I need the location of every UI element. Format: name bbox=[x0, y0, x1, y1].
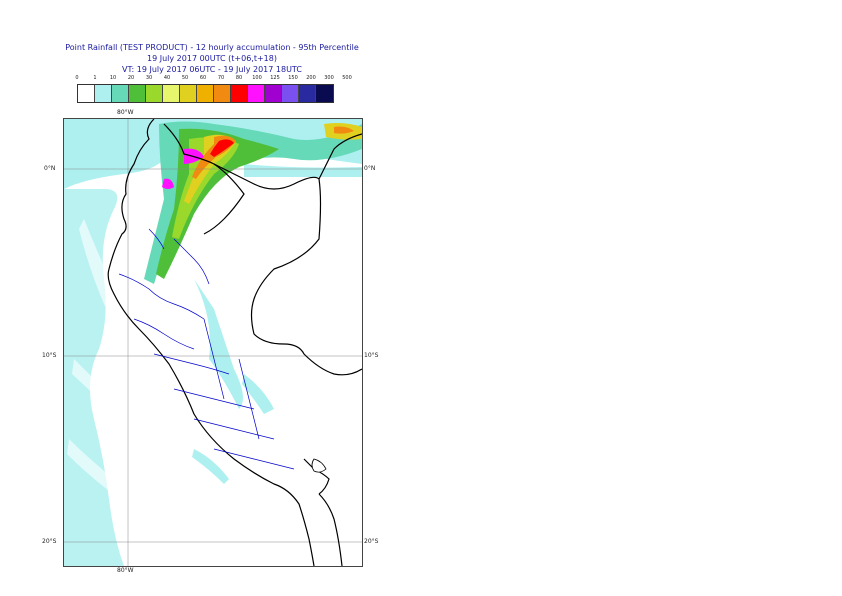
lat-label-0-left: 0°N bbox=[44, 165, 56, 172]
legend-swatch bbox=[180, 85, 197, 102]
legend-threshold-label: 125 bbox=[270, 75, 280, 81]
legend-swatch bbox=[299, 85, 316, 102]
legend-swatch bbox=[316, 85, 333, 102]
legend-swatch bbox=[95, 85, 112, 102]
legend-swatch bbox=[129, 85, 146, 102]
map-panel bbox=[63, 118, 363, 567]
legend-threshold-label: 30 bbox=[145, 75, 153, 81]
legend-threshold-label: 40 bbox=[163, 75, 171, 81]
legend-swatch bbox=[146, 85, 163, 102]
legend-threshold-label: 100 bbox=[252, 75, 262, 81]
legend-swatch bbox=[248, 85, 265, 102]
legend-threshold-label: 50 bbox=[181, 75, 189, 81]
country-borders bbox=[107, 119, 362, 566]
legend-swatch bbox=[214, 85, 231, 102]
chart-title-line1: Point Rainfall (TEST PRODUCT) - 12 hourl… bbox=[65, 43, 359, 52]
legend-swatch bbox=[197, 85, 214, 102]
regional-borders bbox=[118, 228, 295, 470]
legend-threshold-label: 0 bbox=[75, 75, 79, 81]
chart-title-line3: VT: 19 July 2017 06UTC - 19 July 2017 18… bbox=[122, 65, 302, 74]
legend-swatch bbox=[112, 85, 129, 102]
legend-swatch bbox=[231, 85, 248, 102]
legend-color-bar bbox=[77, 84, 334, 103]
heavy-rainfall-band bbox=[144, 121, 362, 284]
legend-threshold-label: 60 bbox=[199, 75, 207, 81]
legend-swatch bbox=[78, 85, 95, 102]
lon-label-top: 80°W bbox=[117, 109, 134, 116]
lat-label-10-right: 10°S bbox=[364, 352, 379, 359]
chart-title-line2: 19 July 2017 00UTC (t+06,t+18) bbox=[147, 54, 277, 63]
legend-threshold-label: 20 bbox=[127, 75, 135, 81]
legend-swatch bbox=[163, 85, 180, 102]
legend-threshold-label: 10 bbox=[109, 75, 117, 81]
legend-threshold-label: 1 bbox=[93, 75, 97, 81]
legend-threshold-labels: 0 1 10 20 30 40 50 60 70 80 100 125 150 200 300 500 bbox=[70, 75, 360, 83]
legend-threshold-label: 200 bbox=[306, 75, 316, 81]
map-svg bbox=[64, 119, 362, 566]
lat-label-20-right: 20°S bbox=[364, 538, 379, 545]
legend-threshold-label: 150 bbox=[288, 75, 298, 81]
legend-threshold-label: 70 bbox=[217, 75, 225, 81]
legend-threshold-label: 300 bbox=[324, 75, 334, 81]
lat-label-10-left: 10°S bbox=[42, 352, 57, 359]
lon-label-bottom: 80°W bbox=[117, 567, 134, 574]
legend-threshold-label: 80 bbox=[235, 75, 243, 81]
lat-label-20-left: 20°S bbox=[42, 538, 57, 545]
legend-threshold-label: 500 bbox=[342, 75, 352, 81]
lat-label-0-right: 0°N bbox=[364, 165, 376, 172]
lake-titicaca bbox=[311, 458, 327, 473]
legend-swatch bbox=[282, 85, 299, 102]
legend-swatch bbox=[265, 85, 282, 102]
